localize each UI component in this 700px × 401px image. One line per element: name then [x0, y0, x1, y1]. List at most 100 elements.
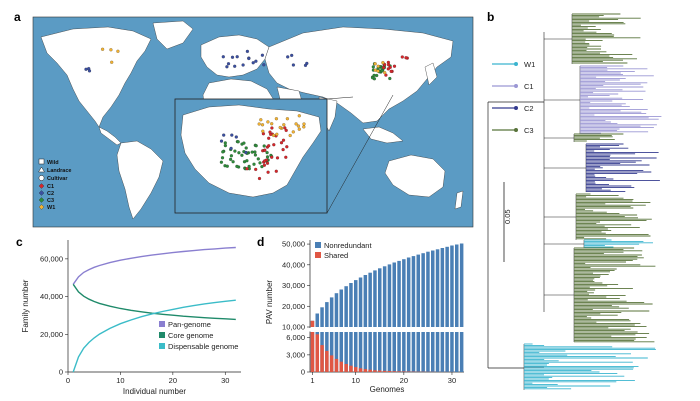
tree-legend-dot-c2	[514, 106, 518, 110]
sample-marker	[263, 159, 267, 163]
legend-label: Dispensable genome	[168, 342, 238, 351]
sample-marker	[259, 118, 263, 122]
bar-shared	[315, 334, 319, 372]
y-tick-label: 0	[59, 368, 63, 377]
bar-nonredundant-upper	[440, 248, 445, 327]
bar-nonredundant	[416, 332, 420, 372]
tree-legend-c2: C2	[524, 104, 534, 113]
sample-marker	[286, 55, 290, 59]
bar-nonredundant-upper	[431, 250, 435, 327]
bar-shared	[334, 358, 339, 372]
chart-c-legend: Pan-genome Core genome Dispensable genome	[159, 320, 238, 351]
sample-marker	[230, 133, 234, 137]
sample-marker	[294, 122, 298, 126]
tree-legend-c3: C3	[524, 126, 534, 135]
sample-marker	[237, 151, 241, 155]
sample-marker	[234, 135, 238, 139]
sample-marker	[110, 60, 114, 64]
tree-legend-c1: C1	[524, 82, 534, 91]
bar-shared-upper	[310, 320, 315, 327]
sample-marker	[285, 117, 289, 121]
sample-marker	[382, 65, 386, 70]
sample-marker	[376, 64, 380, 68]
sample-marker	[267, 136, 271, 140]
sample-marker	[265, 161, 270, 165]
sample-marker	[281, 148, 285, 152]
legend-marker-c2	[38, 190, 45, 196]
bar-nonredundant-upper	[450, 245, 454, 327]
sample-marker	[373, 62, 377, 66]
bar-nonredundant-upper	[397, 260, 401, 327]
bar-nonredundant-upper	[421, 253, 425, 327]
sample-marker	[388, 76, 392, 81]
tree-legend-dot-w1	[514, 62, 518, 66]
bar-nonredundant-upper	[329, 297, 334, 327]
bar-nonredundant-upper	[382, 266, 387, 327]
sample-marker	[223, 141, 227, 145]
bar-nonredundant-upper	[402, 259, 406, 327]
legend-swatch	[315, 242, 321, 248]
sample-marker	[245, 159, 249, 163]
bar-nonredundant	[387, 332, 392, 372]
x-tick-label: 10	[116, 376, 124, 385]
sample-marker	[386, 60, 390, 65]
sample-marker	[257, 176, 262, 181]
x-tick-label: 1	[310, 376, 314, 385]
sample-marker	[109, 48, 113, 52]
bar-nonredundant	[373, 332, 377, 372]
japan	[424, 62, 438, 86]
bar-shared	[392, 371, 396, 372]
sample-marker	[297, 114, 301, 118]
sample-marker	[265, 155, 270, 159]
chart-c-axes: 0 10 20 30 0 20,000 40,000 60,000	[40, 240, 241, 385]
chart-c-y-label: Family number	[21, 279, 30, 332]
bar-nonredundant	[411, 332, 416, 372]
y-tick-label: 0	[301, 368, 305, 377]
sample-marker	[266, 120, 270, 124]
bar-nonredundant	[455, 332, 459, 372]
sample-marker	[400, 55, 404, 59]
bar-nonredundant	[329, 332, 334, 372]
bar-nonredundant	[431, 332, 435, 372]
panel-label-c: c	[16, 235, 23, 249]
sample-marker	[290, 53, 294, 58]
sample-marker	[262, 163, 266, 167]
sample-marker	[272, 143, 276, 147]
sample-marker	[284, 155, 288, 159]
bar-nonredundant-upper	[378, 268, 382, 327]
bar-nonredundant	[358, 332, 363, 372]
legend-group-c3: C3	[47, 198, 54, 204]
sample-marker	[235, 164, 239, 168]
sample-marker	[229, 154, 233, 158]
sample-marker	[272, 133, 276, 138]
y-tick-label: 40,000	[40, 292, 63, 301]
sample-marker	[221, 150, 225, 154]
sample-marker	[383, 70, 387, 75]
bar-shared	[363, 369, 368, 372]
bar-nonredundant-upper	[325, 302, 329, 327]
y-tick-label: 3,000	[286, 350, 305, 359]
legend-label: Core genome	[168, 331, 213, 340]
legend-marker-w1	[38, 204, 45, 210]
bar-nonredundant-upper	[368, 272, 372, 327]
sample-marker	[221, 55, 225, 59]
bar-nonredundant-upper	[315, 313, 319, 327]
new-zealand	[454, 190, 464, 210]
bar-nonredundant	[406, 332, 411, 372]
sample-marker	[373, 68, 377, 72]
bar-shared	[349, 365, 353, 372]
bar-nonredundant	[440, 332, 445, 372]
sample-marker	[302, 125, 306, 129]
bar-nonredundant	[378, 332, 382, 372]
sample-marker	[302, 122, 306, 126]
series-line-core-genome	[72, 283, 236, 321]
bar-shared	[378, 370, 382, 372]
sample-marker	[222, 133, 226, 137]
sample-marker	[254, 167, 258, 171]
bar-nonredundant	[363, 332, 368, 372]
bar-nonredundant-upper	[411, 256, 416, 327]
tree-legend: W1 C1 C2 C3	[492, 60, 535, 135]
bar-nonredundant	[392, 332, 396, 372]
sample-marker	[242, 141, 246, 145]
